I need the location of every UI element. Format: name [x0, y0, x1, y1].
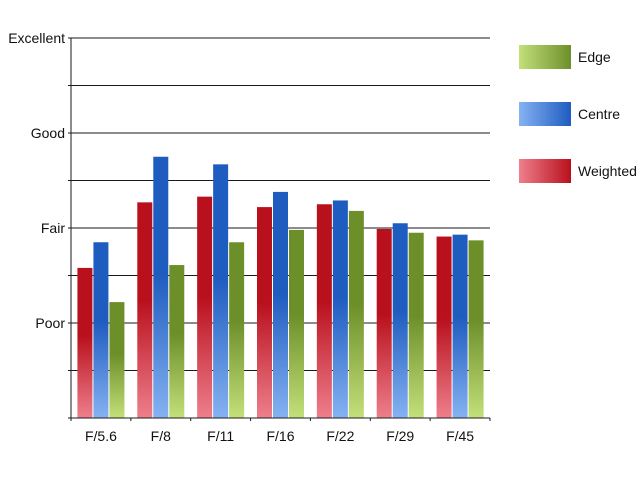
y-tick-label: Good — [31, 125, 65, 141]
bar-edge-1 — [169, 265, 185, 418]
bar-edge-2 — [229, 242, 245, 418]
bar-weighted-0 — [77, 267, 93, 418]
axes — [68, 37, 491, 421]
x-tick-label: F/22 — [326, 428, 354, 444]
legend-swatch-edge — [519, 45, 571, 69]
bar-centre-4 — [332, 200, 348, 418]
x-tick-label: F/29 — [386, 428, 414, 444]
x-tick-label: F/8 — [151, 428, 171, 444]
legend: Edge Centre Weighted — [519, 45, 637, 183]
y-tick-label: Excellent — [8, 30, 65, 46]
bar-centre-5 — [392, 223, 408, 418]
bar-weighted-2 — [197, 196, 213, 418]
legend-swatch-centre — [519, 102, 571, 126]
x-tick-label: F/5.6 — [85, 428, 117, 444]
bar-weighted-1 — [137, 202, 153, 418]
bar-centre-3 — [273, 191, 288, 418]
legend-label-weighted: Weighted — [578, 163, 637, 179]
x-tick-label: F/45 — [446, 428, 474, 444]
bar-centre-2 — [213, 164, 229, 418]
bar-weighted-5 — [376, 228, 392, 418]
legend-swatch-weighted — [519, 159, 571, 183]
bar-weighted-6 — [436, 236, 452, 418]
x-tick-labels: F/5.6 F/8 F/11 F/16 F/22 F/29 F/45 — [85, 428, 474, 444]
bar-weighted-3 — [257, 207, 272, 418]
bar-centre-1 — [153, 156, 169, 418]
y-tick-label: Fair — [41, 220, 65, 236]
x-tick-label: F/11 — [207, 428, 234, 444]
legend-label-edge: Edge — [578, 49, 611, 65]
bar-weighted-4 — [316, 204, 332, 418]
bars — [77, 156, 484, 418]
legend-label-centre: Centre — [578, 106, 620, 122]
bar-centre-6 — [452, 234, 468, 418]
bar-edge-5 — [408, 232, 424, 418]
y-tick-labels: Poor Fair Good Excellent — [8, 30, 65, 331]
x-tick-label: F/16 — [266, 428, 294, 444]
y-tick-label: Poor — [35, 315, 65, 331]
bar-centre-0 — [93, 242, 109, 418]
bar-edge-4 — [348, 210, 364, 418]
bar-edge-0 — [109, 302, 125, 418]
bar-edge-6 — [468, 240, 484, 418]
bar-edge-3 — [289, 229, 304, 418]
